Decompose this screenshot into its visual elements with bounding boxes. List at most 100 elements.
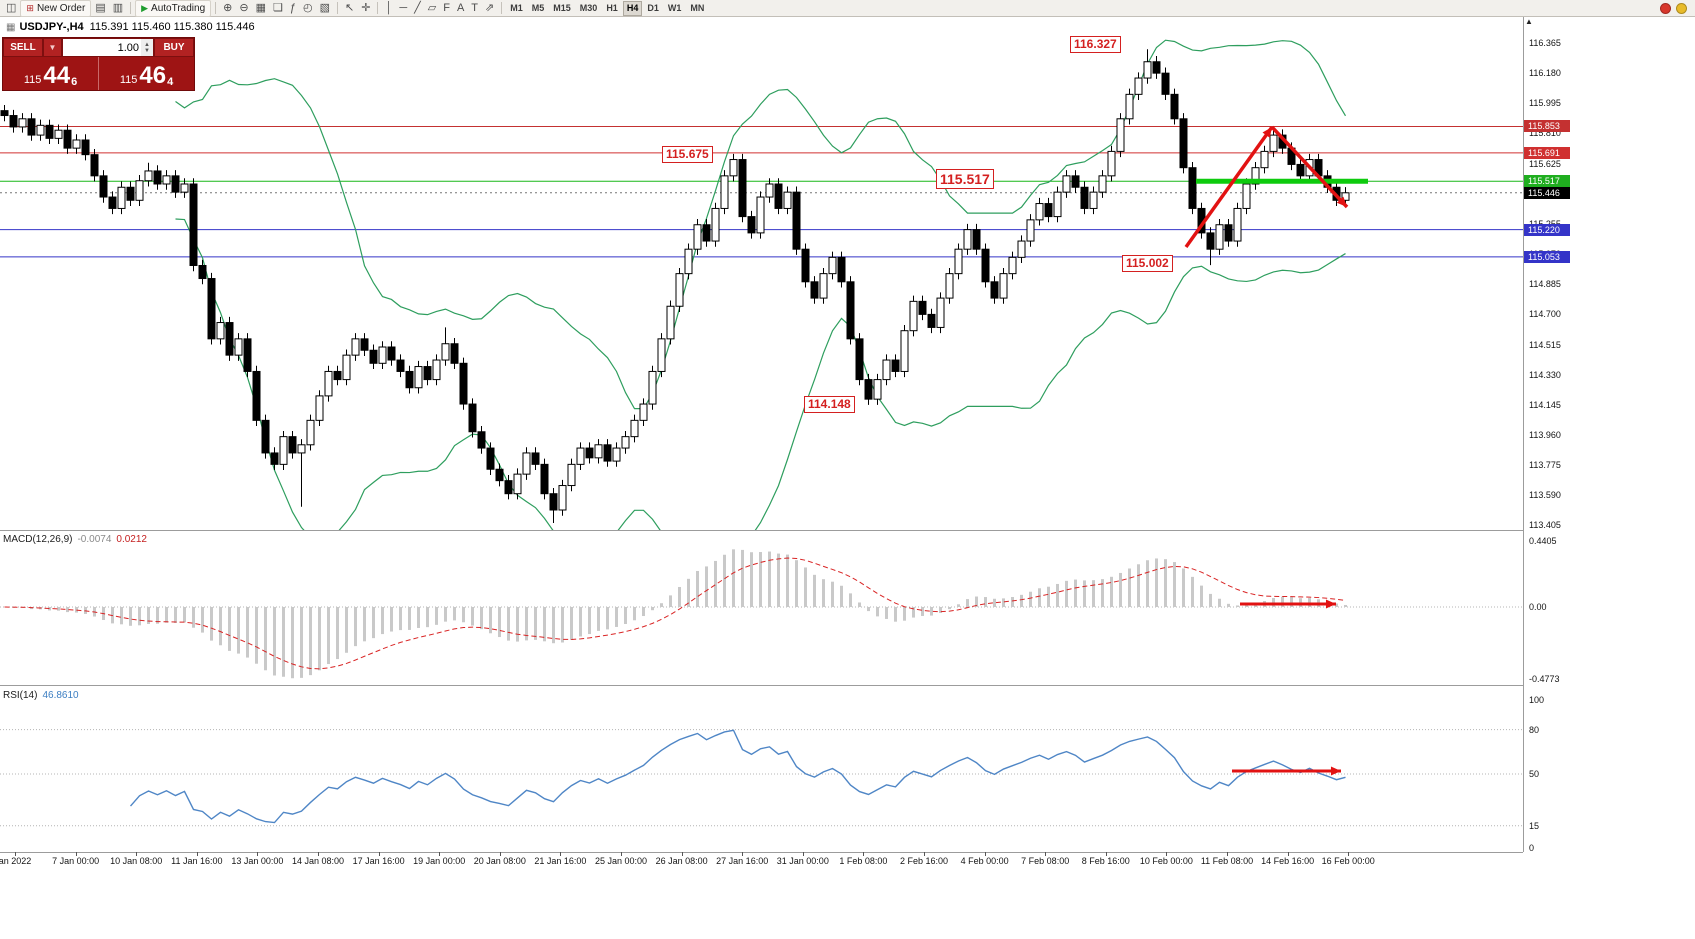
panel-divider[interactable] — [0, 685, 1523, 686]
label-icon[interactable]: T — [471, 1, 479, 14]
time-label: 13 Jan 00:00 — [231, 856, 284, 866]
macd-scale-tick: 0.00 — [1529, 602, 1547, 612]
timeframe-m1[interactable]: M1 — [510, 2, 523, 13]
volume-stepper[interactable]: ▲ ▼ — [141, 39, 153, 56]
time-label: 10 Feb 00:00 — [1139, 856, 1193, 866]
price-annotation: 115.675 — [662, 146, 713, 163]
price-tick: 114.330 — [1529, 369, 1561, 380]
toolbar-right-group — [1660, 2, 1692, 14]
trendline-icon[interactable]: ╱ — [414, 1, 421, 14]
price-tick: 113.775 — [1529, 460, 1561, 471]
price-tick: 113.590 — [1529, 490, 1561, 501]
zoom-in-icon[interactable]: ⊕ — [223, 1, 233, 14]
horizontal-line-icon[interactable]: ─ — [399, 1, 408, 14]
volume-dropdown[interactable]: ▼ — [43, 38, 62, 57]
rsi-scale-tick: 80 — [1529, 724, 1540, 735]
time-label: 11 Jan 16:00 — [171, 856, 223, 866]
ask-price[interactable]: 115 46 4 — [119, 62, 174, 89]
price-chart[interactable] — [0, 17, 1523, 530]
price-tick: 115.625 — [1529, 158, 1561, 169]
time-label: 2 Feb 16:00 — [899, 856, 949, 866]
time-label: 17 Jan 16:00 — [352, 856, 405, 866]
timeframe-h4[interactable]: H4 — [622, 0, 643, 16]
macd-scale-tick: 0.4405 — [1529, 535, 1557, 546]
price-tick: 114.145 — [1529, 399, 1561, 410]
bid-price[interactable]: 115 44 6 — [3, 57, 99, 90]
profiles-icon[interactable]: ▥ — [112, 1, 124, 14]
price-annotation: 115.002 — [1122, 255, 1173, 272]
time-label: 21 Jan 16:00 — [534, 856, 587, 866]
text-icon[interactable]: A — [456, 1, 465, 14]
time-tick — [378, 852, 380, 856]
fibonacci-icon[interactable]: F — [443, 1, 450, 14]
new-order-button-icon: ⊞ — [26, 2, 34, 13]
zoom-out-icon[interactable]: ⊖ — [239, 1, 249, 14]
toolbar-separator — [130, 2, 132, 14]
vertical-line-icon[interactable]: │ — [385, 1, 393, 14]
time-tick — [681, 852, 683, 856]
channel-icon[interactable]: ▱ — [427, 1, 437, 14]
time-tick — [75, 852, 77, 856]
time-tick — [196, 852, 198, 856]
toolbar-separator — [337, 2, 339, 14]
timeframe-d1[interactable]: D1 — [647, 2, 659, 13]
volume-input[interactable] — [63, 39, 141, 56]
toolbar: ◫ ⊞ New Order ▤ ▥ ▶ AutoTrading ⊕ ⊖ ▦ ❏ ƒ ◴ ▧ ↖ ✛ │ ─ ╱ ▱ F A… — [0, 0, 1695, 17]
panel-divider[interactable] — [0, 530, 1523, 531]
price-scale-divider[interactable] — [1523, 17, 1524, 852]
timeframe-m15[interactable]: M15 — [553, 2, 571, 13]
macd-panel[interactable] — [0, 530, 1523, 685]
time-label: 14 Jan 08:00 — [291, 856, 345, 866]
time-label: 19 Jan 00:00 — [413, 856, 466, 866]
time-tick — [15, 852, 16, 856]
stepper-down-icon[interactable]: ▼ — [144, 47, 150, 54]
time-tick — [499, 852, 501, 856]
new-order-button[interactable]: ⊞ New Order — [20, 0, 92, 17]
timeframe-m5[interactable]: M5 — [531, 2, 545, 13]
rsi-panel[interactable] — [0, 685, 1523, 852]
tile-windows-icon[interactable]: ▦ — [255, 1, 266, 14]
record-red-button[interactable] — [1660, 2, 1671, 14]
time-label: 27 Jan 16:00 — [716, 856, 769, 866]
chart-mini-icon: ▦ — [6, 22, 16, 33]
timeframe-mn[interactable]: MN — [690, 2, 705, 13]
symbol-header: ▦ USDJPY-,H4 115.391 115.460 115.380 115.4… — [6, 21, 255, 33]
time-label: 11 Feb 08:00 — [1200, 856, 1254, 866]
crosshair-icon[interactable]: ✛ — [361, 1, 371, 14]
toolbar-separator — [215, 2, 217, 14]
cursor-icon[interactable]: ↖ — [345, 1, 355, 14]
indicators-icon[interactable]: ƒ — [289, 1, 296, 14]
price-line-badge: 115.446 — [1524, 186, 1570, 199]
record-yellow-button[interactable] — [1676, 2, 1687, 14]
time-label: 25 Jan 00:00 — [594, 856, 648, 866]
time-label: an 2022 — [0, 856, 32, 866]
autotrading-button[interactable]: ▶ AutoTrading — [135, 0, 212, 17]
time-tick — [1227, 852, 1228, 856]
macd-scale-tick: -0.4773 — [1529, 673, 1560, 684]
arrows-icon[interactable]: ⇗ — [485, 1, 495, 14]
time-label: 4 Feb 00:00 — [960, 856, 1009, 866]
price-tick: 115.810 — [1529, 128, 1561, 139]
chevron-down-icon: ▼ — [48, 43, 57, 52]
stepper-up-icon[interactable]: ▲ — [144, 41, 150, 48]
rsi-scale-tick: 100 — [1529, 695, 1545, 705]
price-tick: 114.515 — [1529, 339, 1561, 350]
time-label: 14 Feb 16:00 — [1261, 856, 1315, 866]
sell-button[interactable]: SELL — [3, 38, 43, 57]
price-tick: 113.405 — [1529, 520, 1561, 531]
price-line-badge: 115.517 — [1524, 175, 1570, 188]
time-tick — [1045, 852, 1047, 856]
buy-button[interactable]: BUY — [154, 38, 194, 57]
rsi-scale-tick: 0 — [1529, 843, 1535, 853]
time-tick — [1348, 852, 1350, 856]
charts-grid-icon[interactable]: ▤ — [95, 1, 106, 14]
periods-icon[interactable]: ◴ — [303, 1, 313, 14]
chart-window-icon[interactable]: ◫ — [6, 1, 17, 14]
autotrading-button-icon: ▶ — [141, 2, 149, 13]
timeframe-h1[interactable]: H1 — [606, 2, 618, 13]
cascade-windows-icon[interactable]: ❏ — [273, 1, 283, 14]
timeframe-m30[interactable]: M30 — [579, 2, 598, 13]
templates-icon[interactable]: ▧ — [319, 1, 331, 14]
timeframe-w1[interactable]: W1 — [667, 2, 682, 13]
